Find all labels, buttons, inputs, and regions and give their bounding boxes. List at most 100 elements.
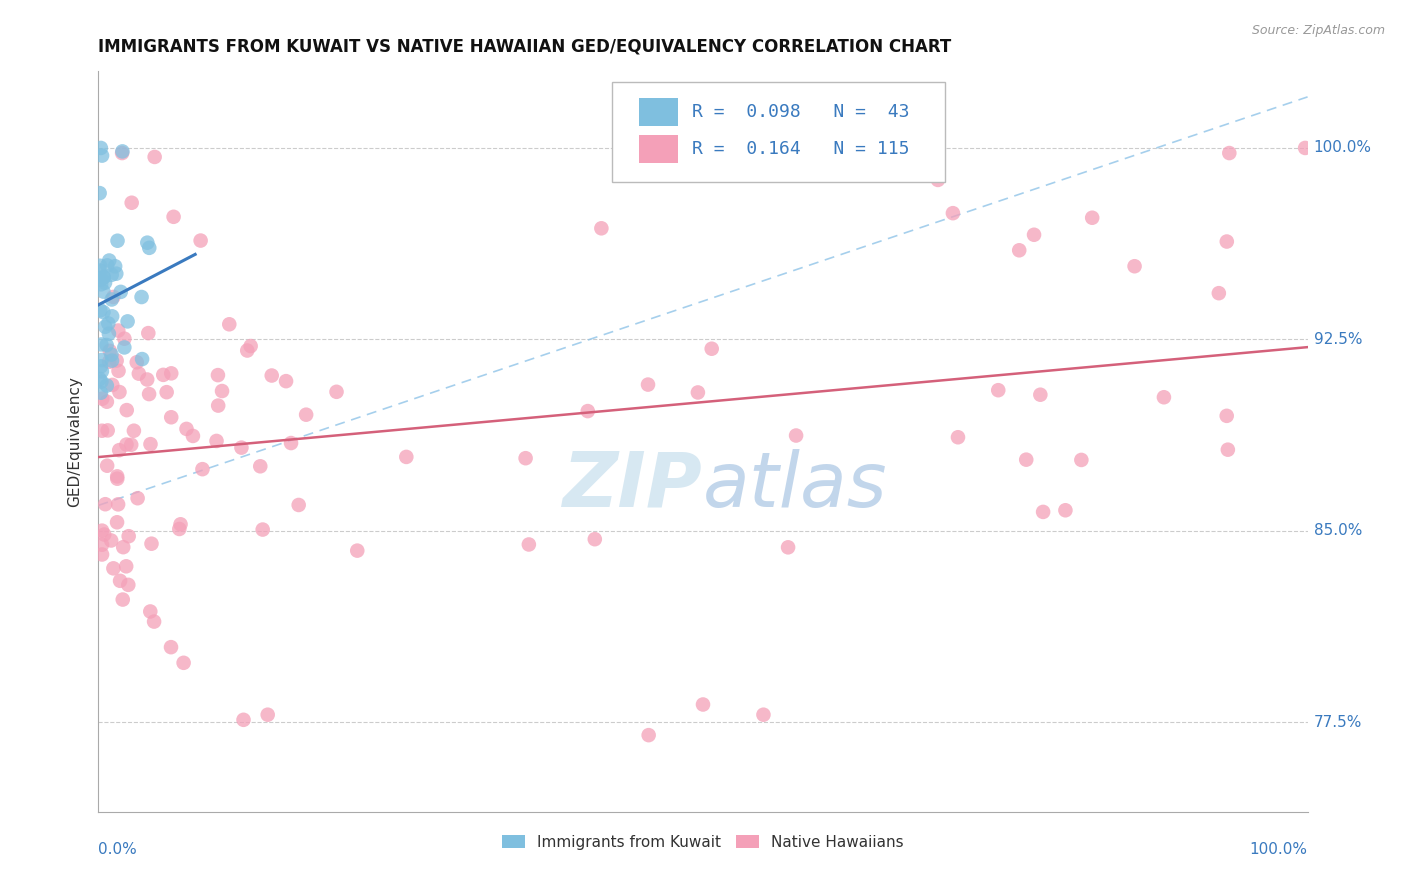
- Point: [93, 285, 115, 299]
- Text: atlas: atlas: [703, 449, 887, 523]
- Point: [942, 206, 965, 220]
- Point: [138, 241, 160, 255]
- Point: [139, 605, 162, 619]
- Point: [90, 375, 112, 389]
- Point: [101, 353, 124, 368]
- Point: [325, 384, 347, 399]
- Point: [1153, 390, 1175, 404]
- Point: [927, 173, 949, 187]
- Point: [121, 195, 143, 210]
- Point: [591, 221, 613, 235]
- Point: [207, 368, 229, 383]
- Point: [96, 458, 118, 473]
- Point: [97, 326, 120, 341]
- Point: [105, 267, 128, 281]
- Point: [105, 516, 128, 530]
- Point: [143, 150, 166, 164]
- Point: [1294, 141, 1316, 155]
- Point: [1218, 146, 1240, 161]
- Point: [156, 385, 179, 400]
- Text: 77.5%: 77.5%: [1313, 714, 1362, 730]
- Point: [141, 537, 163, 551]
- Point: [115, 437, 138, 451]
- Point: [190, 234, 212, 248]
- Point: [987, 383, 1010, 397]
- Point: [118, 529, 141, 543]
- Point: [583, 532, 606, 546]
- Point: [111, 145, 134, 159]
- FancyBboxPatch shape: [638, 135, 678, 163]
- Point: [1032, 505, 1054, 519]
- Point: [239, 339, 262, 353]
- Point: [205, 434, 228, 448]
- Point: [160, 367, 183, 381]
- Point: [98, 343, 121, 358]
- Text: 100.0%: 100.0%: [1250, 842, 1308, 857]
- Point: [752, 707, 775, 722]
- Point: [111, 592, 134, 607]
- Point: [117, 314, 139, 328]
- Point: [280, 436, 302, 450]
- Point: [104, 259, 127, 273]
- Point: [637, 377, 659, 392]
- Point: [131, 290, 153, 304]
- Point: [139, 437, 162, 451]
- Point: [108, 443, 131, 458]
- Point: [260, 368, 283, 383]
- Point: [1123, 259, 1146, 273]
- Point: [785, 428, 807, 442]
- Point: [160, 640, 183, 655]
- Point: [207, 399, 229, 413]
- Point: [108, 574, 131, 588]
- Point: [90, 359, 112, 374]
- Text: ZIP: ZIP: [564, 449, 703, 523]
- Point: [287, 498, 309, 512]
- Point: [101, 378, 124, 392]
- Point: [96, 338, 118, 352]
- Point: [517, 537, 540, 551]
- Point: [169, 522, 191, 536]
- Text: R =  0.098   N =  43: R = 0.098 N = 43: [692, 103, 910, 121]
- Point: [103, 561, 125, 575]
- Point: [778, 541, 800, 555]
- Text: 92.5%: 92.5%: [1313, 332, 1362, 347]
- Point: [1029, 388, 1052, 402]
- Point: [91, 548, 114, 562]
- Point: [1215, 409, 1237, 423]
- Text: 0.0%: 0.0%: [98, 842, 138, 857]
- Point: [97, 317, 120, 331]
- Point: [96, 259, 118, 273]
- Point: [346, 543, 368, 558]
- Point: [152, 368, 174, 382]
- Legend: Immigrants from Kuwait, Native Hawaiians: Immigrants from Kuwait, Native Hawaiians: [496, 829, 910, 856]
- Point: [93, 270, 115, 285]
- Point: [231, 441, 253, 455]
- Point: [90, 364, 112, 378]
- Point: [125, 355, 148, 369]
- Point: [162, 210, 184, 224]
- Point: [91, 148, 114, 162]
- Point: [211, 384, 233, 398]
- Point: [101, 310, 124, 324]
- Point: [117, 578, 139, 592]
- Point: [112, 540, 135, 554]
- Point: [90, 273, 112, 287]
- Point: [256, 707, 278, 722]
- Point: [89, 259, 111, 273]
- Point: [103, 290, 125, 304]
- Point: [98, 355, 121, 369]
- Point: [136, 372, 159, 386]
- Point: [136, 326, 159, 340]
- Point: [127, 491, 149, 506]
- Point: [100, 533, 122, 548]
- Point: [90, 337, 112, 351]
- Point: [295, 408, 318, 422]
- Point: [1008, 244, 1031, 258]
- Point: [115, 559, 138, 574]
- Point: [93, 527, 115, 541]
- Point: [90, 385, 112, 400]
- Point: [1054, 503, 1077, 517]
- FancyBboxPatch shape: [613, 82, 945, 183]
- Point: [700, 342, 723, 356]
- Point: [946, 430, 969, 444]
